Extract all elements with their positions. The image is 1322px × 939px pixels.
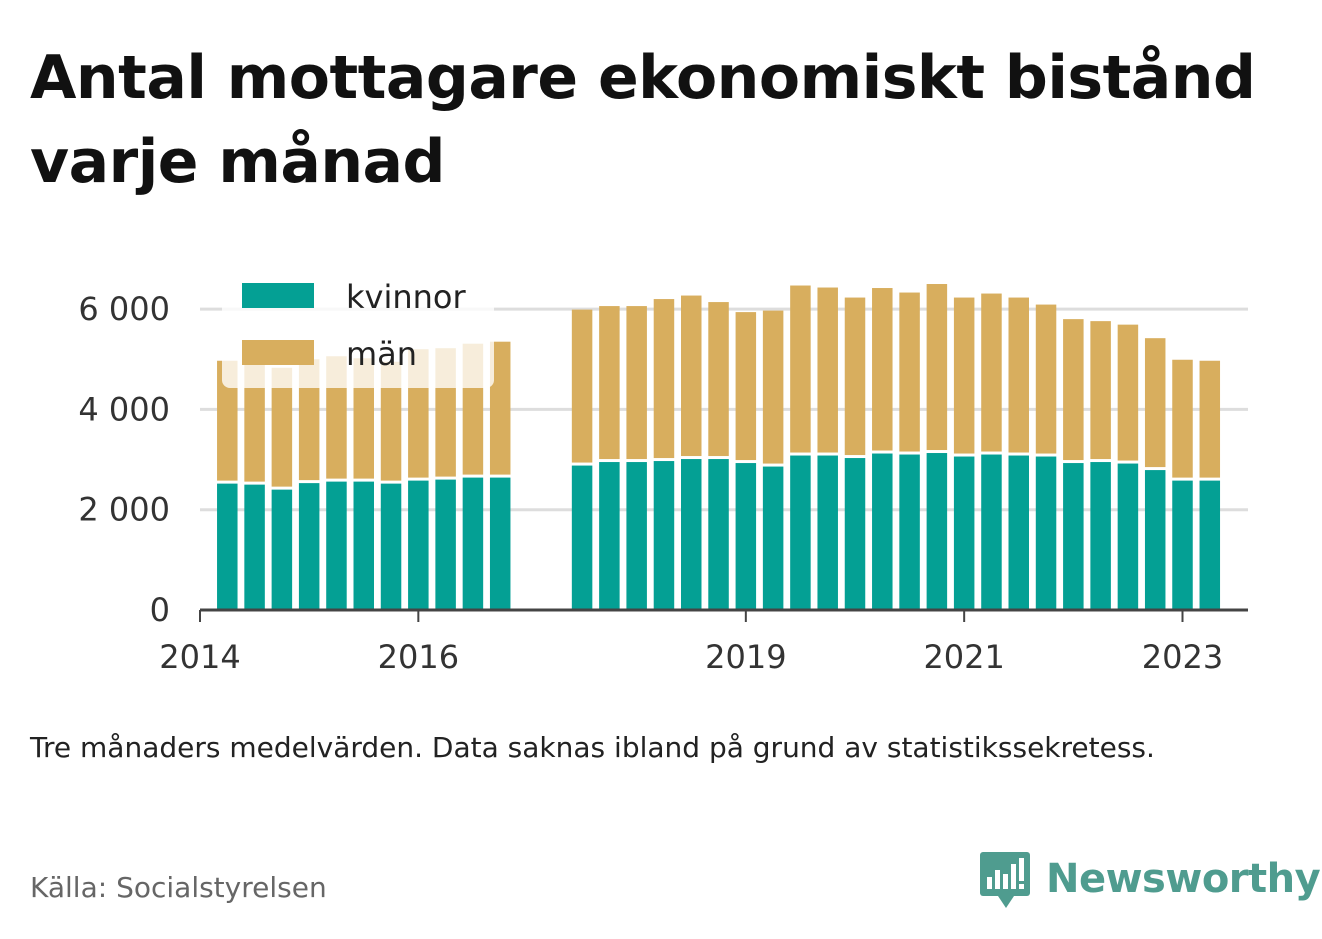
bar-kvinnor: [326, 481, 347, 610]
bar-män: [271, 367, 293, 487]
x-tick-label: 2014: [159, 638, 240, 676]
bar-män: [217, 360, 238, 481]
bar-män: [735, 312, 757, 461]
bar-kvinnor: [981, 454, 1002, 610]
bar-kvinnor: [762, 466, 784, 610]
bar-män: [981, 293, 1002, 452]
bar-kvinnor: [872, 453, 893, 610]
bar-kvinnor: [1008, 455, 1029, 610]
bar-kvinnor: [571, 465, 593, 610]
bar-män: [353, 358, 374, 479]
bar-kvinnor: [1117, 463, 1139, 610]
brand-name: Newsworthy: [1046, 856, 1321, 902]
stacked-bar-chart: 0 2 000 4 000 6 000 2014 2016 2019 2021 2023 kv…: [78, 268, 1248, 676]
y-tick-label: 4 000: [78, 390, 170, 428]
legend-label-män: män: [346, 335, 417, 373]
bar-män: [1172, 359, 1193, 478]
bar-män: [681, 295, 702, 457]
x-tick-label: 2019: [705, 638, 786, 676]
bar-kvinnor: [899, 454, 920, 610]
bar-män: [489, 341, 511, 475]
chart-note: Tre månaders medelvärden. Data saknas ib…: [30, 731, 1155, 764]
bars: [217, 284, 1221, 610]
bar-män: [1144, 338, 1166, 468]
bar-män: [244, 361, 265, 482]
bar-män: [926, 284, 948, 451]
y-axis-tick-labels: 0 2 000 4 000 6 000: [78, 290, 170, 629]
bar-kvinnor: [1063, 463, 1084, 610]
bar-kvinnor: [844, 458, 866, 610]
bar-män: [1117, 324, 1139, 461]
x-tick-label: 2021: [923, 638, 1004, 676]
y-tick-label: 2 000: [78, 491, 170, 529]
chart-title: Antal mottagare ekonomiskt bistånd varje…: [30, 43, 1256, 197]
newsworthy-brand: Newsworthy: [980, 848, 1321, 910]
bar-män: [844, 297, 866, 456]
bar-kvinnor: [380, 483, 402, 610]
bar-kvinnor: [489, 477, 511, 610]
bar-män: [953, 297, 975, 454]
bar-kvinnor: [217, 483, 238, 610]
bar-kvinnor: [653, 461, 675, 610]
legend: kvinnor män: [222, 268, 494, 388]
y-tick-label: 6 000: [78, 290, 170, 328]
bar-män: [899, 292, 920, 452]
bar-män: [1035, 304, 1057, 454]
bar-män: [599, 306, 620, 460]
bar-kvinnor: [735, 463, 757, 610]
bar-kvinnor: [298, 483, 320, 610]
y-tick-label: 0: [150, 591, 170, 629]
bar-män: [1008, 297, 1029, 453]
bar-män: [380, 361, 402, 481]
legend-label-kvinnor: kvinnor: [346, 278, 467, 316]
bar-män: [298, 359, 320, 481]
x-axis-tick-labels: 2014 2016 2019 2021 2023: [159, 638, 1223, 676]
bar-män: [1063, 319, 1084, 461]
bar-kvinnor: [626, 462, 647, 610]
x-tick-label: 2016: [378, 638, 459, 676]
bar-män: [626, 306, 647, 460]
bar-kvinnor: [271, 489, 293, 610]
bar-kvinnor: [244, 484, 265, 610]
bar-män: [790, 285, 811, 453]
newsworthy-logo-icon: [980, 852, 1030, 908]
bar-män: [1090, 321, 1111, 460]
bar-kvinnor: [1199, 480, 1221, 610]
bar-män: [1199, 360, 1221, 478]
bar-män: [653, 299, 675, 459]
bar-män: [872, 288, 893, 451]
bar-män: [571, 309, 593, 463]
bar-kvinnor: [435, 479, 456, 610]
source-credit: Källa: Socialstyrelsen: [30, 871, 327, 904]
bar-män: [762, 310, 784, 464]
bar-män: [817, 287, 838, 453]
bar-kvinnor: [817, 455, 838, 610]
bar-kvinnor: [1144, 470, 1166, 610]
bar-kvinnor: [408, 480, 429, 610]
legend-swatch-kvinnor: [242, 283, 314, 308]
bar-kvinnor: [599, 462, 620, 610]
bar-kvinnor: [790, 455, 811, 610]
legend-swatch-män: [242, 340, 314, 365]
bar-kvinnor: [681, 459, 702, 610]
bar-kvinnor: [708, 459, 729, 610]
bar-kvinnor: [462, 477, 484, 610]
bar-män: [708, 302, 729, 457]
bar-kvinnor: [953, 456, 975, 610]
x-axis: [199, 608, 1248, 622]
bar-kvinnor: [1090, 462, 1111, 610]
bar-kvinnor: [926, 453, 948, 610]
bar-kvinnor: [1172, 480, 1193, 610]
bar-kvinnor: [1035, 456, 1057, 610]
x-tick-label: 2023: [1142, 638, 1223, 676]
bar-kvinnor: [353, 481, 374, 610]
